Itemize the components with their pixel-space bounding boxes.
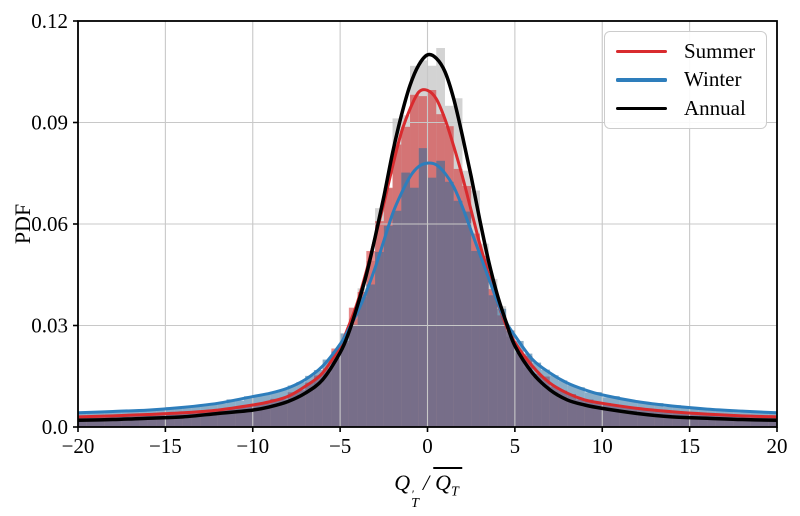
x-label-prime: ′ (411, 487, 414, 501)
curve-summer (78, 88, 777, 419)
histogram-bar (558, 380, 568, 427)
histogram-bar (471, 250, 480, 427)
histogram-bar (576, 387, 585, 427)
x-label-divider: / (422, 470, 430, 495)
histogram-bar (383, 225, 393, 427)
legend-line-swatch (616, 49, 667, 54)
histogram-bar (532, 362, 542, 427)
histogram-bar (313, 370, 323, 427)
legend-item-summer: Summer (605, 39, 766, 64)
curve-annual (78, 52, 777, 422)
y-tick-label: 0.0 (42, 415, 68, 439)
histogram-bar (593, 392, 603, 427)
histogram-bar (357, 296, 367, 427)
y-tick-label: 0.06 (31, 212, 68, 236)
legend-line-swatch (616, 106, 667, 111)
x-label-denominator: Q (435, 470, 451, 495)
x-tick-label: 10 (592, 434, 613, 458)
x-label-numerator-subscript: T (411, 496, 419, 511)
x-tick-label: −20 (62, 434, 95, 458)
histogram-bar (436, 160, 445, 427)
histogram-bar (375, 251, 384, 427)
histogram-bar (523, 353, 533, 427)
legend-label: Winter (684, 67, 742, 92)
histogram-bar (541, 369, 550, 427)
y-tick-label: 0.09 (31, 111, 68, 135)
histogram-bar (497, 308, 507, 427)
curve-winter (78, 161, 777, 415)
y-axis-label: PDF (10, 203, 35, 245)
tick-labels: −20 −15 −10 −5 0 5 10 15 20 0.0 0.03 0.06 0.09 0.12 (31, 9, 787, 458)
legend-label: Annual (684, 96, 746, 121)
legend-label: Summer (684, 38, 756, 63)
x-tick-label: −5 (329, 434, 351, 458)
histogram-bar (584, 392, 594, 427)
histogram-bar (506, 330, 515, 427)
histogram-bar (331, 351, 341, 427)
histogram-bar (235, 400, 245, 427)
histogram-bar (418, 148, 428, 427)
x-tick-label: 0 (422, 434, 433, 458)
x-label-numerator: Q (394, 470, 411, 495)
histogram-bar (392, 210, 402, 427)
histogram-bar (514, 340, 524, 427)
histogram-bar (444, 181, 454, 427)
histogram-bar (462, 211, 472, 427)
legend-item-annual: Annual (605, 96, 766, 121)
y-tick-label: 0.12 (31, 9, 68, 33)
histogram-bar (427, 177, 437, 427)
histogram-bar (278, 389, 288, 427)
histogram-bar (488, 295, 498, 427)
histogram-bar (401, 172, 411, 427)
histogram-bar (549, 375, 559, 427)
histogram-bar (305, 375, 314, 427)
histogram-bar (296, 382, 306, 427)
y-tick-label: 0.03 (31, 314, 68, 338)
histogram-bar (453, 200, 463, 427)
histogram-bar (348, 324, 358, 427)
histogram-bar (270, 391, 279, 427)
histogram-bar (366, 284, 376, 427)
ticks (73, 20, 778, 432)
curves-layer (78, 52, 777, 422)
x-tick-label: −15 (149, 434, 182, 458)
histogram-bar (602, 397, 611, 427)
x-label-prime-sub-stack: ′ T (411, 487, 419, 511)
x-tick-label: 15 (679, 434, 700, 458)
histogram-bar (322, 359, 332, 427)
x-tick-label: 20 (767, 434, 788, 458)
legend: Summer Winter Annual (604, 31, 767, 129)
legend-item-winter: Winter (605, 67, 766, 92)
legend-line-swatch (616, 78, 667, 82)
histogram-bar (479, 258, 489, 427)
x-label-denominator-overbar: QT (433, 467, 462, 499)
histogram-bar (340, 333, 349, 427)
histogram-bar (217, 403, 227, 427)
x-tick-label: 5 (510, 434, 521, 458)
x-tick-label: −10 (236, 434, 269, 458)
histogram-bar (261, 393, 271, 427)
histogram-bar (287, 385, 297, 427)
x-label-denominator-subscript: T (450, 484, 459, 500)
histogram-bar (410, 187, 419, 427)
x-axis-label: Q ′ T / QT (394, 467, 462, 511)
histogram-bar (252, 396, 262, 427)
histogram-bar (567, 385, 577, 427)
